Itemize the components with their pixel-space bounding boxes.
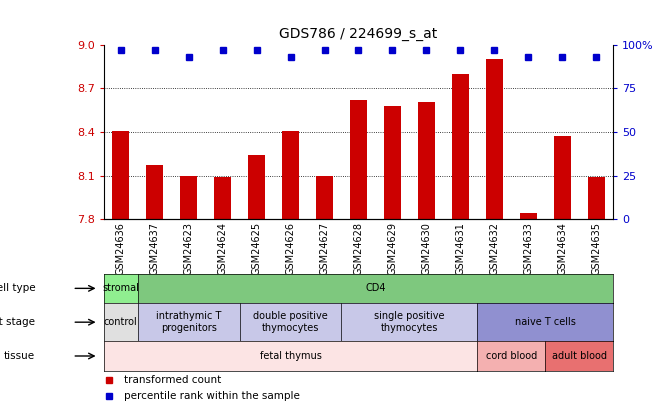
- Text: adult blood: adult blood: [551, 351, 606, 361]
- Bar: [214, 177, 231, 219]
- Bar: [248, 155, 265, 219]
- Text: CD4: CD4: [365, 284, 386, 293]
- Bar: [146, 165, 163, 219]
- Text: double positive
thymocytes: double positive thymocytes: [253, 311, 328, 333]
- Text: single positive
thymocytes: single positive thymocytes: [374, 311, 445, 333]
- Text: percentile rank within the sample: percentile rank within the sample: [124, 391, 300, 401]
- Bar: [418, 102, 435, 219]
- Text: tissue: tissue: [4, 351, 35, 361]
- Bar: [113, 130, 129, 219]
- Text: stromal: stromal: [103, 284, 139, 293]
- Text: development stage: development stage: [0, 317, 35, 327]
- Bar: [384, 106, 401, 219]
- Bar: [282, 130, 299, 219]
- Text: naive T cells: naive T cells: [515, 317, 576, 327]
- Text: cord blood: cord blood: [486, 351, 537, 361]
- Text: cell type: cell type: [0, 284, 35, 293]
- Bar: [452, 74, 469, 219]
- Bar: [588, 177, 604, 219]
- Title: GDS786 / 224699_s_at: GDS786 / 224699_s_at: [279, 27, 438, 41]
- Bar: [553, 136, 571, 219]
- Bar: [316, 176, 333, 219]
- Text: fetal thymus: fetal thymus: [259, 351, 322, 361]
- Text: intrathymic T
progenitors: intrathymic T progenitors: [156, 311, 221, 333]
- Bar: [180, 176, 197, 219]
- Bar: [520, 213, 537, 219]
- Bar: [350, 100, 367, 219]
- Bar: [486, 60, 502, 219]
- Text: control: control: [104, 317, 138, 327]
- Text: transformed count: transformed count: [124, 375, 222, 385]
